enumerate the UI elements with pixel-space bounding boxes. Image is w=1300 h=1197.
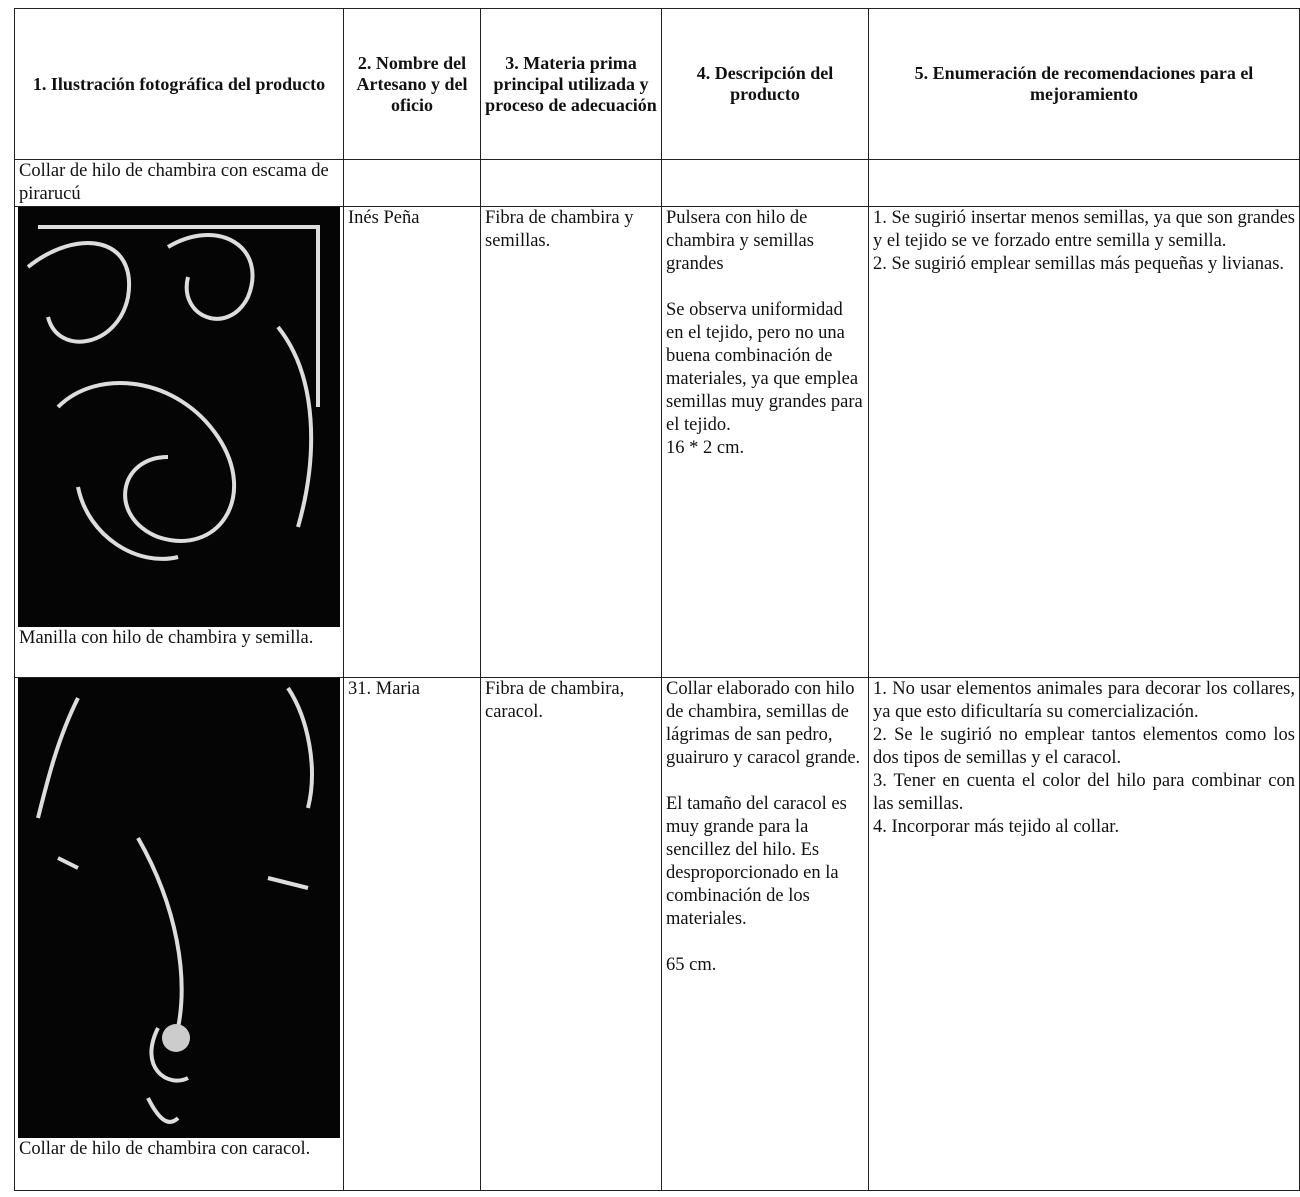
photo-art — [36, 686, 314, 1124]
photo-art — [26, 225, 320, 561]
paragraph: 16 * 2 cm. — [666, 438, 745, 458]
caption: Collar de hilo de chambira con caracol. — [19, 1139, 311, 1159]
recommendation: 3. Tener en cuenta el color del hilo par… — [873, 771, 1295, 814]
picture-cell: Manilla con hilo de chambira y semilla. — [14, 206, 344, 678]
recommendation: 1. Se sugirió insertar menos semillas, y… — [873, 208, 1295, 251]
row: Collar de hilo de chambira con caracol. … — [14, 677, 1300, 1191]
paragraph: 65 cm. — [666, 955, 717, 975]
paragraph: Se observa uniformidad en el tejido, per… — [666, 300, 863, 435]
artisan: 31. Maria — [343, 677, 481, 1191]
photo — [18, 678, 340, 1138]
caption: Collar de hilo de chambira con escama de… — [14, 159, 344, 207]
description: Pulsera con hilo de chambira y semillas … — [661, 206, 869, 678]
recommendation: 1. No usar elementos animales para decor… — [873, 679, 1295, 722]
header-cell: 4. Descripción del producto — [661, 8, 869, 160]
empty-cell — [661, 159, 869, 207]
header-cell: 2. Nombre del Artesano y del oficio — [343, 8, 481, 160]
recommendation: 2. Se le sugirió no emplear tantos eleme… — [873, 725, 1295, 768]
recommendation: 4. Incorporar más tejido al collar. — [873, 817, 1120, 837]
recommendations: 1. Se sugirió insertar menos semillas, y… — [868, 206, 1300, 678]
photo — [18, 207, 340, 627]
material: Fibra de chambira, caracol. — [480, 677, 662, 1191]
paragraph: Pulsera con hilo de chambira y semillas … — [666, 208, 814, 274]
empty-cell — [343, 159, 481, 207]
empty-cell — [480, 159, 662, 207]
paragraph: Collar elaborado con hilo de chambira, s… — [666, 679, 861, 768]
material: Fibra de chambira y semillas. — [480, 206, 662, 678]
header-cell: 1. Ilustración fotográfica del producto — [14, 8, 344, 160]
row: Collar de hilo de chambira con escama de… — [14, 159, 1300, 207]
header-cell: 5. Enumeración de recomendaciones para e… — [868, 8, 1300, 160]
description: Collar elaborado con hilo de chambira, s… — [661, 677, 869, 1191]
recommendation: 2. Se sugirió emplear semillas más peque… — [873, 254, 1285, 274]
artisan: Inés Peña — [343, 206, 481, 678]
empty-cell — [868, 159, 1300, 207]
header-cell: 3. Materia prima principal utilizada y p… — [480, 8, 662, 160]
recommendations: 1. No usar elementos animales para decor… — [868, 677, 1300, 1191]
product-table: 1. Ilustración fotográfica del producto … — [14, 8, 1300, 1191]
row: Manilla con hilo de chambira y semilla. … — [14, 206, 1300, 678]
picture-cell: Collar de hilo de chambira con caracol. — [14, 677, 344, 1191]
header-row: 1. Ilustración fotográfica del producto … — [14, 8, 1300, 160]
caption: Manilla con hilo de chambira y semilla. — [19, 628, 314, 648]
paragraph: El tamaño del caracol es muy grande para… — [666, 794, 847, 929]
